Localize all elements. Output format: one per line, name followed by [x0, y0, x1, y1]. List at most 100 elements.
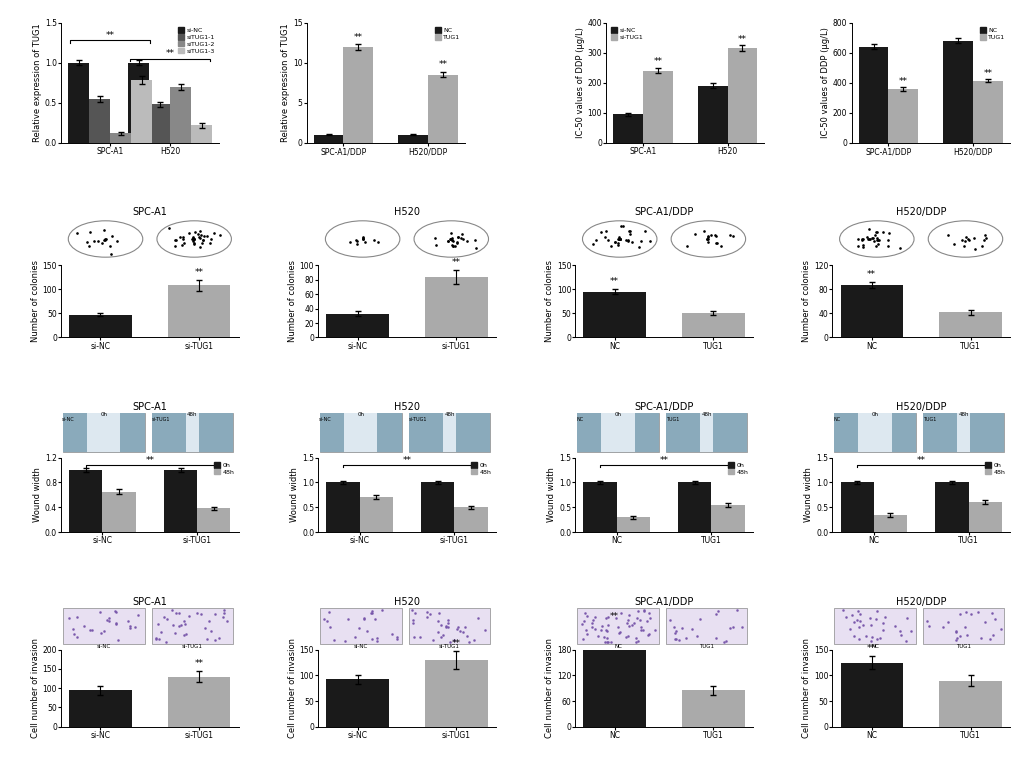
Bar — [922, 608, 1004, 644]
Title: H520/DDP: H520/DDP — [895, 597, 946, 606]
Bar — [152, 413, 233, 452]
Bar — [956, 413, 969, 452]
Bar — [968, 503, 1001, 532]
Bar — [314, 135, 343, 143]
Bar — [152, 608, 233, 644]
Bar — [164, 470, 197, 532]
Bar — [873, 515, 906, 532]
Text: TUG1: TUG1 — [955, 644, 970, 650]
Bar — [453, 507, 487, 532]
Bar — [972, 80, 1002, 143]
Bar — [168, 285, 230, 338]
Bar — [938, 681, 1001, 727]
Y-axis label: Relative expression of TUG1: Relative expression of TUG1 — [280, 23, 289, 142]
Bar — [834, 413, 858, 452]
Legend: 0h, 48h: 0h, 48h — [212, 461, 235, 476]
Y-axis label: Relative expression of TUG1: Relative expression of TUG1 — [33, 23, 42, 142]
Text: **: ** — [146, 456, 154, 465]
Bar — [577, 608, 658, 644]
Text: si-NC: si-NC — [319, 417, 331, 422]
Text: 0h: 0h — [357, 412, 364, 416]
Bar — [152, 413, 185, 452]
Bar — [943, 41, 972, 143]
Bar — [583, 482, 616, 532]
Bar — [888, 89, 917, 143]
Bar — [665, 608, 747, 644]
Legend: NC, TUG1: NC, TUG1 — [977, 26, 1006, 41]
Bar — [102, 492, 136, 532]
Circle shape — [927, 221, 1002, 257]
Text: NC: NC — [833, 417, 840, 422]
Bar — [577, 413, 658, 452]
Bar — [455, 413, 490, 452]
Y-axis label: Wound width: Wound width — [547, 467, 555, 522]
Circle shape — [671, 221, 745, 257]
Bar — [616, 517, 649, 532]
Bar — [665, 413, 699, 452]
Circle shape — [68, 221, 143, 257]
Bar — [834, 608, 915, 644]
Bar — [320, 413, 343, 452]
Y-axis label: Wound width: Wound width — [33, 467, 42, 522]
Text: **: ** — [195, 268, 204, 277]
Text: **: ** — [451, 257, 461, 266]
Text: **: ** — [438, 60, 447, 69]
Bar — [682, 313, 744, 338]
Circle shape — [839, 221, 913, 257]
Text: **: ** — [354, 33, 363, 42]
Text: **: ** — [659, 456, 667, 465]
Text: NC: NC — [576, 417, 583, 422]
Bar — [377, 413, 401, 452]
Bar — [425, 660, 487, 727]
Text: 0h: 0h — [100, 412, 107, 416]
Y-axis label: Cell number of invasion: Cell number of invasion — [801, 638, 810, 738]
Bar — [697, 86, 727, 143]
Text: 48h: 48h — [444, 412, 454, 416]
Bar — [326, 313, 388, 338]
Circle shape — [582, 221, 656, 257]
Circle shape — [414, 221, 488, 257]
Text: 48h: 48h — [701, 412, 711, 416]
Circle shape — [157, 221, 231, 257]
Bar — [682, 690, 744, 727]
Text: NC: NC — [613, 644, 622, 650]
Text: si-NC: si-NC — [97, 644, 111, 650]
Text: **: ** — [451, 639, 461, 648]
Bar — [840, 662, 902, 727]
Text: TUG1: TUG1 — [698, 644, 713, 650]
Title: SPC-A1/DDP: SPC-A1/DDP — [634, 597, 693, 606]
Bar — [834, 413, 915, 452]
Y-axis label: Number of colonies: Number of colonies — [544, 260, 553, 342]
Bar — [359, 497, 392, 532]
Bar — [398, 135, 428, 143]
Bar — [170, 87, 192, 143]
Bar — [421, 482, 453, 532]
Bar — [197, 509, 230, 532]
Text: **: ** — [166, 49, 174, 58]
Bar — [601, 413, 634, 452]
Bar — [131, 80, 152, 143]
Bar — [69, 470, 102, 532]
Bar — [442, 413, 455, 452]
Bar — [727, 48, 756, 143]
Bar — [891, 413, 915, 452]
Y-axis label: Wound width: Wound width — [290, 467, 299, 522]
Bar — [168, 677, 230, 727]
Bar — [90, 99, 110, 143]
Text: **: ** — [916, 456, 924, 465]
Y-axis label: Number of colonies: Number of colonies — [801, 260, 810, 342]
Text: NC: NC — [870, 644, 878, 650]
Bar — [63, 608, 145, 644]
Y-axis label: IC-50 values of DDP (μg/L): IC-50 values of DDP (μg/L) — [820, 27, 829, 139]
Bar — [612, 114, 642, 143]
Bar — [969, 413, 1004, 452]
Legend: 0h, 48h: 0h, 48h — [982, 461, 1006, 476]
Text: **: ** — [737, 35, 746, 44]
Bar — [858, 413, 891, 452]
Text: 0h: 0h — [870, 412, 877, 416]
Bar — [120, 413, 145, 452]
Text: **: ** — [195, 659, 204, 668]
Text: **: ** — [898, 76, 907, 86]
Bar — [922, 413, 1004, 452]
Text: **: ** — [652, 57, 661, 66]
